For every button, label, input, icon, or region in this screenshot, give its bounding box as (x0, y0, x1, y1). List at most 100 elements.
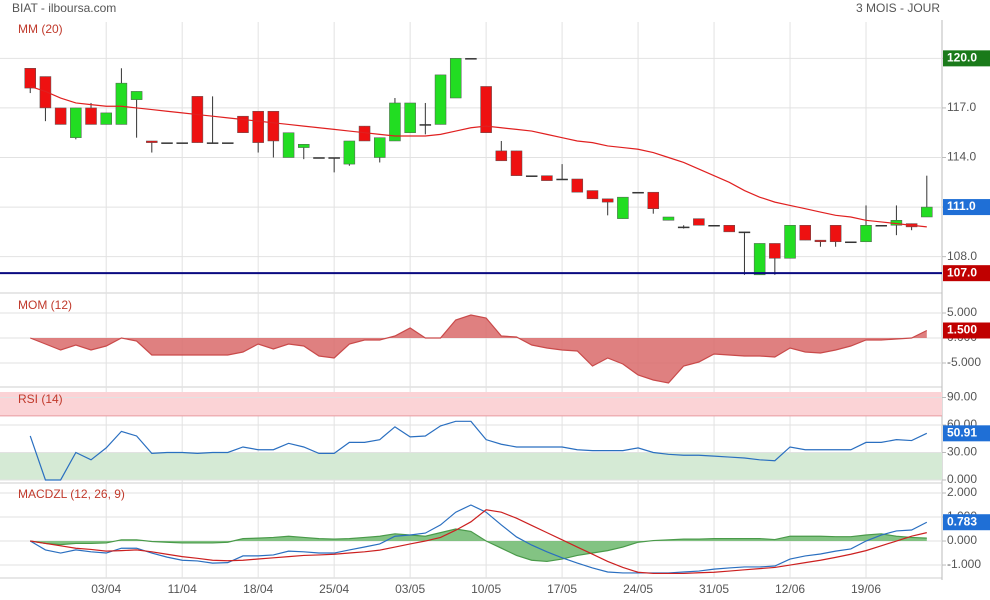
line (30, 85, 927, 228)
x-tick-label: 12/06 (775, 582, 805, 596)
panel-title: RSI (14) (18, 392, 63, 406)
candle-body (845, 241, 857, 244)
candle-body (662, 216, 675, 221)
candle-body (130, 91, 143, 100)
candle-body (176, 142, 188, 144)
x-tick-label: 24/05 (623, 582, 653, 596)
candle-body (829, 225, 842, 243)
candle-body (647, 191, 660, 209)
line (30, 509, 927, 575)
candle-body (480, 86, 492, 133)
candle-body (222, 142, 234, 144)
candle-body (85, 107, 97, 125)
candle-body (860, 225, 872, 243)
candle-body (586, 190, 599, 200)
candle-body (632, 191, 644, 194)
value-label: 1.500 (947, 323, 977, 337)
candle-body (708, 225, 720, 227)
y-tick-label: 117.0 (947, 100, 976, 114)
candle-body (313, 157, 325, 159)
candle-body (769, 243, 781, 259)
candle-body (237, 115, 249, 133)
candle-body (298, 144, 310, 148)
candle-body (100, 112, 112, 125)
x-tick-label: 03/04 (91, 582, 121, 596)
area (30, 315, 927, 383)
candle-body (252, 110, 264, 143)
x-tick-label: 25/04 (319, 582, 349, 596)
candle-body (723, 225, 736, 233)
panel-title: MOM (12) (18, 298, 72, 312)
zone (0, 392, 942, 416)
value-box (943, 199, 990, 216)
candle-body (434, 74, 447, 125)
candle-body (419, 124, 432, 126)
value-label: 111.0 (947, 199, 976, 213)
line (29, 504, 928, 574)
candle-body (799, 225, 811, 241)
y-tick-label: 30.00 (947, 445, 977, 459)
candle-body (495, 150, 508, 162)
period: 3 MOIS - JOUR (856, 1, 940, 15)
candle-body (39, 76, 52, 109)
candle-body (814, 239, 827, 243)
candle-body (70, 107, 82, 138)
line (30, 528, 927, 563)
candle-body (267, 110, 280, 142)
y-tick-label: 114.0 (947, 150, 976, 164)
y-tick-label: 108.0 (947, 249, 977, 263)
candle-body (510, 150, 523, 176)
candle-body (115, 82, 128, 125)
candle-body (738, 231, 751, 234)
candle-body (206, 142, 219, 144)
value-label: 0.783 (947, 514, 977, 528)
x-tick-label: 18/04 (243, 582, 273, 596)
x-tick-label: 31/05 (699, 582, 729, 596)
candle-body (784, 225, 796, 259)
candle-body (404, 102, 416, 133)
candle-body (328, 157, 340, 159)
x-tick-label: 17/05 (547, 582, 577, 596)
candle-body (541, 175, 553, 181)
candle-body (161, 142, 173, 144)
y-tick-label: 5.000 (947, 305, 977, 319)
value-label: 107.0 (947, 265, 977, 279)
value-box (943, 322, 990, 339)
x-tick-label: 11/04 (168, 582, 197, 596)
value-box (943, 265, 990, 282)
source: BIAT - ilboursa.com (12, 1, 116, 15)
y-tick-label: 90.00 (947, 390, 977, 404)
value-box (943, 514, 990, 531)
candle-body (525, 175, 538, 177)
y-tick-label: 0.000 (947, 533, 977, 547)
candle-body (617, 196, 629, 219)
candle-body (921, 206, 933, 218)
value-box (943, 425, 990, 442)
line (29, 420, 928, 481)
candle-body (571, 178, 584, 193)
x-tick-label: 10/05 (471, 582, 501, 596)
value-label: 120.0 (947, 51, 977, 65)
candle-body (191, 96, 204, 143)
x-tick-label: 19/06 (851, 582, 881, 596)
candle-body (753, 243, 766, 276)
candle-body (373, 137, 386, 158)
y-tick-label: 2.000 (947, 485, 977, 499)
y-tick-label: 0.000 (947, 472, 977, 486)
candle-body (693, 218, 705, 226)
candle-body (677, 226, 690, 229)
candle-body (449, 58, 462, 99)
line (30, 314, 928, 384)
zone (0, 452, 942, 480)
value-label: 50.91 (947, 425, 977, 439)
candle-body (601, 198, 614, 203)
candle-body (282, 132, 295, 158)
candle-body (54, 107, 67, 125)
panel-title: MM (20) (18, 22, 63, 36)
y-tick-label: -5.000 (947, 355, 981, 369)
candle-body (556, 178, 568, 181)
candle-body (146, 140, 158, 143)
x-tick-label: 03/05 (395, 582, 425, 596)
candle-body (389, 102, 401, 142)
